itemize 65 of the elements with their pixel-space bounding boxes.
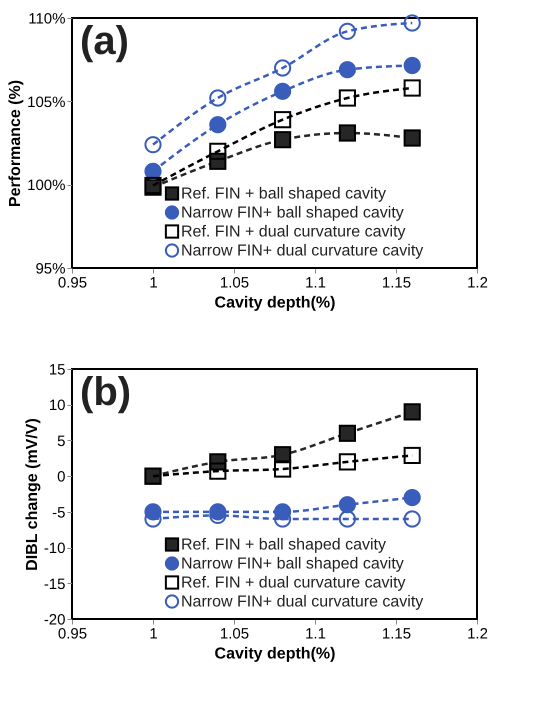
- legend-label: Narrow FIN+ ball shaped cavity: [181, 204, 404, 222]
- legend-label: Ref. FIN + ball shaped cavity: [181, 186, 386, 202]
- point: [209, 462, 226, 480]
- x-tick-label: 1.05: [220, 626, 250, 642]
- annotation: (b): [80, 370, 132, 414]
- point: [274, 111, 292, 128]
- point: [404, 403, 421, 420]
- x-tick-label: 1.05: [220, 274, 250, 292]
- y-tick-label: -15: [44, 576, 66, 593]
- x-tick-label: 1.2: [467, 626, 488, 642]
- y-tick-label: 110%: [28, 10, 66, 28]
- point: [404, 14, 421, 32]
- x-tick-label: 1.1: [305, 274, 326, 292]
- y-tick-label: 100%: [27, 177, 66, 194]
- point: [404, 446, 421, 464]
- point: [209, 89, 226, 107]
- x-tick-label: 1: [149, 626, 158, 642]
- point: [274, 82, 292, 100]
- x-axis-title: Cavity depth(%): [214, 294, 336, 312]
- legend-label: Narrow FIN+ ball shaped cavity: [181, 556, 404, 572]
- y-tick-label: -10: [44, 540, 66, 558]
- y-tick-label: 5: [57, 432, 66, 450]
- point: [404, 56, 421, 74]
- point: [144, 162, 162, 180]
- y-axis-title: DIBL change (mV/V): [24, 418, 41, 571]
- point: [338, 424, 356, 442]
- y-tick-label: -5: [52, 504, 66, 522]
- point: [404, 129, 421, 147]
- point: [209, 142, 226, 160]
- x-tick-label: 0.95: [58, 626, 88, 642]
- legend-label: Ref. FIN + dual curvature cavity: [181, 224, 406, 240]
- point: [404, 489, 421, 506]
- y-tick-label: -20: [44, 612, 66, 628]
- point: [338, 453, 356, 470]
- annotation: (a): [80, 19, 129, 63]
- y-axis-title: Performance (%): [7, 80, 24, 208]
- y-tick-label: 95%: [35, 260, 66, 278]
- x-axis-title: Cavity depth(%): [214, 646, 336, 662]
- x-tick-label: 1.2: [467, 274, 488, 292]
- point: [144, 136, 162, 154]
- x-tick-label: 1.15: [382, 274, 412, 292]
- x-tick-label: 0.95: [58, 274, 88, 292]
- x-tick-label: 1: [149, 274, 158, 292]
- x-tick-label: 1.15: [382, 626, 412, 642]
- point: [404, 79, 421, 97]
- y-tick-label: 10: [48, 397, 66, 414]
- legend-label: Ref. FIN + dual curvature cavity: [181, 574, 406, 592]
- point: [209, 116, 226, 134]
- y-tick-label: 105%: [27, 94, 66, 111]
- point: [274, 460, 292, 478]
- legend-label: Narrow FIN+ dual curvature cavity: [181, 242, 424, 260]
- point: [338, 124, 356, 142]
- point: [274, 131, 292, 148]
- x-tick-label: 1.1: [305, 626, 326, 642]
- point: [274, 59, 292, 77]
- point: [338, 61, 356, 78]
- legend-label: Narrow FIN+ dual curvature cavity: [181, 594, 424, 610]
- point: [404, 510, 421, 528]
- legend-label: Ref. FIN + ball shaped cavity: [181, 536, 386, 554]
- point: [338, 510, 356, 528]
- point: [338, 89, 356, 107]
- y-tick-label: 0: [57, 468, 66, 486]
- point: [338, 496, 356, 514]
- point: [338, 22, 356, 40]
- y-tick-label: 15: [48, 362, 66, 378]
